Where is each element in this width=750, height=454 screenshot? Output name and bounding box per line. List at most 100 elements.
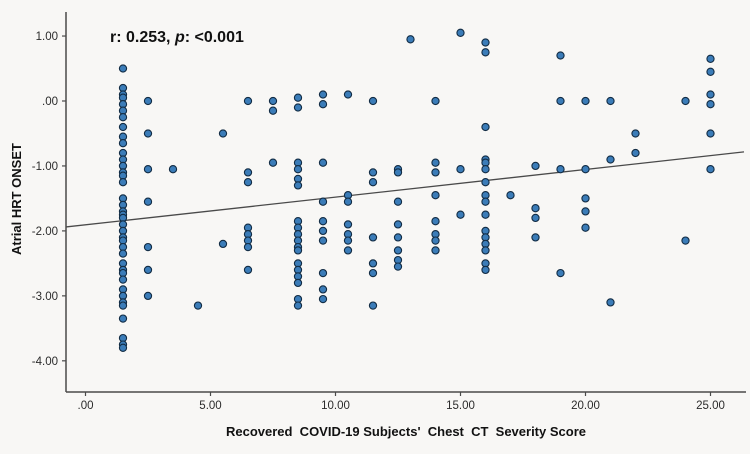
data-point (581, 165, 590, 174)
data-point (556, 165, 565, 174)
data-point (368, 259, 378, 268)
x-tick-label: 25.00 (696, 400, 725, 412)
data-point (581, 223, 590, 232)
annotation-r-part: r: 0.253, (110, 29, 175, 46)
data-point (343, 197, 353, 206)
data-point (431, 236, 440, 245)
data-point (368, 268, 378, 278)
data-point (581, 96, 590, 106)
data-point (143, 165, 153, 174)
y-axis-title: Atrial HRT ONSET (9, 143, 24, 255)
data-point (393, 246, 403, 255)
data-point (706, 100, 715, 109)
data-point (218, 239, 228, 249)
data-point (143, 265, 153, 275)
data-point (293, 181, 303, 190)
data-point (268, 96, 278, 106)
data-point (631, 148, 640, 158)
data-point (118, 301, 128, 310)
y-tick-label: -2.00 (32, 226, 58, 238)
data-point (431, 96, 440, 106)
data-point (681, 236, 690, 245)
annotation-p-value: : <0.001 (185, 29, 244, 46)
data-point (118, 249, 128, 258)
data-point (243, 178, 253, 187)
data-point (118, 178, 128, 187)
data-point (318, 268, 328, 278)
data-point (556, 51, 565, 60)
data-point (431, 191, 440, 200)
data-point (318, 90, 328, 99)
data-point (293, 246, 303, 255)
data-point (393, 168, 403, 177)
data-point (706, 54, 715, 63)
correlation-annotation: r: 0.253, p: <0.001 (110, 29, 244, 46)
data-point (243, 242, 253, 252)
data-point (681, 96, 690, 106)
data-point (481, 165, 490, 174)
data-point (706, 129, 715, 138)
data-point (118, 113, 128, 122)
data-point (481, 210, 490, 219)
x-axis-title: Recovered COVID-19 Subjects' Chest CT Se… (226, 424, 586, 439)
y-tick-label: -4.00 (32, 356, 58, 368)
data-point (531, 204, 540, 213)
data-point (118, 275, 128, 284)
data-point (318, 285, 328, 294)
data-point (368, 168, 378, 177)
x-tick-label: 5.00 (199, 400, 221, 412)
data-point (143, 197, 153, 206)
data-point (318, 158, 328, 167)
data-point (293, 301, 303, 310)
data-point (581, 207, 590, 216)
data-point (318, 236, 328, 245)
data-point (243, 96, 253, 106)
data-point (268, 158, 278, 167)
data-point (293, 278, 303, 288)
data-point (581, 194, 590, 203)
data-point (243, 265, 253, 275)
data-point (268, 106, 278, 115)
data-point (406, 35, 415, 44)
data-point (531, 233, 540, 242)
data-point (118, 122, 128, 132)
data-point (481, 246, 490, 255)
y-tick-label: -1.00 (32, 161, 58, 173)
data-point (368, 233, 378, 242)
data-point (531, 213, 540, 223)
data-point (706, 165, 715, 174)
data-point (531, 161, 540, 171)
data-point (393, 197, 403, 206)
data-point (143, 242, 153, 252)
data-point (556, 268, 565, 278)
data-point (343, 236, 353, 245)
data-point (368, 96, 378, 106)
data-point (143, 291, 153, 301)
data-point (481, 178, 490, 187)
data-point (481, 48, 490, 57)
data-point (556, 96, 565, 106)
data-point (118, 139, 128, 148)
data-point (293, 165, 303, 174)
data-point (456, 165, 465, 174)
data-point (318, 294, 328, 304)
data-point (706, 67, 715, 76)
data-point (243, 168, 253, 177)
data-point (368, 178, 378, 187)
data-point (143, 129, 153, 138)
data-point (431, 246, 440, 255)
data-point (168, 165, 178, 174)
y-tick-label: .00 (42, 96, 58, 108)
data-point (456, 210, 465, 219)
x-tick-label: .00 (78, 400, 94, 412)
data-point (143, 96, 153, 106)
data-point (318, 217, 328, 226)
data-point (456, 28, 465, 37)
data-point (393, 233, 403, 242)
data-point (118, 314, 128, 323)
data-point (393, 262, 403, 271)
data-point (606, 96, 615, 106)
data-point (606, 298, 615, 307)
data-point (631, 129, 640, 138)
